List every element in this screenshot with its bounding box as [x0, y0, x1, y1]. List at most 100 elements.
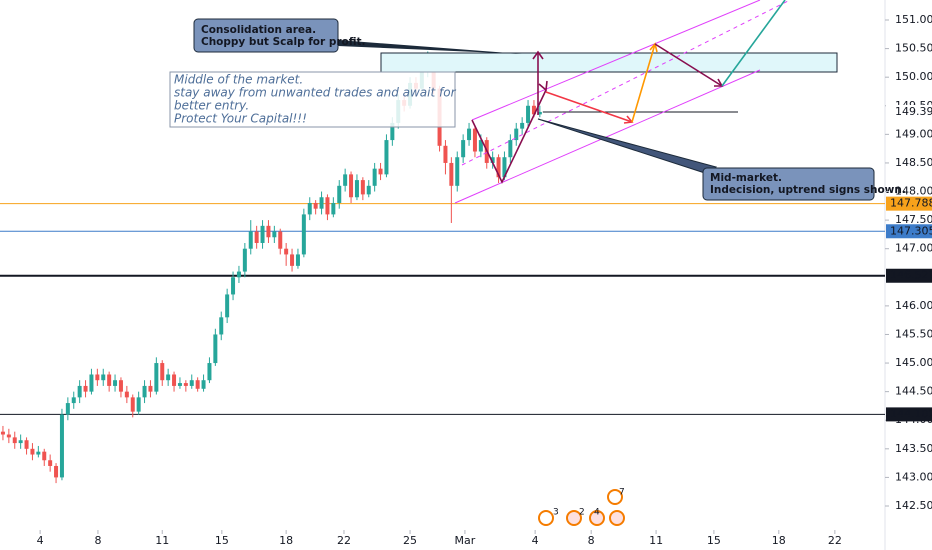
- candle-body: [301, 214, 306, 255]
- candle-body: [36, 451, 41, 455]
- candle-body: [166, 374, 171, 381]
- x-tick-label: 8: [588, 534, 595, 547]
- x-tick-label: 8: [94, 534, 101, 547]
- y-tick-label: 145.000: [895, 356, 932, 369]
- candle-body: [30, 448, 35, 455]
- candle-body: [502, 157, 507, 178]
- candle-body: [113, 380, 118, 386]
- candle-body: [531, 105, 536, 115]
- candle-body: [189, 380, 194, 386]
- candle-body: [526, 105, 531, 123]
- event-count: 3: [553, 508, 559, 518]
- candle-body: [160, 363, 165, 381]
- y-tick-label: 148.000: [895, 185, 932, 198]
- candle-body: [384, 140, 389, 175]
- x-tick-label: 18: [279, 534, 293, 547]
- candle-body: [349, 174, 354, 198]
- candle-body: [136, 397, 141, 412]
- candle-body: [124, 391, 129, 398]
- candle-body: [118, 380, 123, 392]
- price-label-box: [886, 407, 932, 422]
- candle-body: [201, 380, 206, 389]
- candle-body: [12, 437, 17, 444]
- candle-body: [260, 225, 265, 243]
- note-text: better entry.: [174, 99, 249, 113]
- candle-body: [231, 277, 236, 295]
- candle-body: [278, 231, 283, 249]
- candle-body: [59, 414, 64, 478]
- price-label: 147.788: [890, 197, 932, 210]
- x-tick-label: 15: [215, 534, 229, 547]
- arrow-head: [532, 50, 544, 60]
- candle-body: [372, 168, 377, 186]
- arrows: [471, 0, 786, 184]
- candle-body: [537, 111, 542, 115]
- candle-body: [290, 254, 295, 266]
- y-tick-label: 150.000: [895, 70, 932, 83]
- candle-body: [461, 140, 466, 158]
- candle-body: [366, 185, 371, 195]
- price-label: 147.305: [890, 224, 932, 237]
- events: 3 2 4 7: [538, 488, 625, 526]
- price-label-box: [886, 268, 932, 283]
- candle-body: [266, 225, 271, 238]
- candle-body: [83, 385, 88, 392]
- candle-body: [313, 202, 318, 209]
- event-icon: [538, 510, 554, 526]
- arrow: [631, 43, 656, 123]
- x-tick-label: 25: [403, 534, 417, 547]
- price-layer: [0, 51, 885, 484]
- x-tick-label: 11: [649, 534, 663, 547]
- candle-body: [254, 231, 259, 243]
- event-icon: [607, 489, 623, 505]
- price-label: 144.102: [890, 407, 932, 420]
- candle-body: [142, 385, 147, 398]
- callout-text: Consolidation area.: [201, 24, 316, 36]
- candle-body: [107, 374, 112, 386]
- callout-pointer: [338, 40, 522, 54]
- note-text: Middle of the market.: [174, 73, 303, 87]
- channel-upper: [471, 0, 761, 121]
- event-icon: [589, 510, 605, 526]
- candle-body: [360, 180, 365, 195]
- y-tick-label: 148.500: [895, 156, 932, 169]
- callout-box: [702, 167, 875, 201]
- candle-body: [284, 248, 289, 255]
- candle-body: [213, 334, 218, 364]
- callout-text: Choppy but Scalp for profit.: [201, 36, 366, 48]
- price-label: 146.527: [890, 269, 932, 282]
- candle-body: [343, 174, 348, 186]
- candle-body: [183, 383, 188, 386]
- y-tick-label: 143.500: [895, 442, 932, 455]
- candle-body: [295, 254, 300, 266]
- y-tick-label: 146.000: [895, 299, 932, 312]
- candle-body: [508, 140, 513, 158]
- x-tick-label: 18: [772, 534, 786, 547]
- candle-body: [520, 122, 525, 129]
- candle-body: [95, 374, 100, 381]
- candle-body: [248, 231, 253, 249]
- candle-body: [207, 363, 212, 381]
- candle-body: [71, 397, 76, 404]
- candle-body: [337, 185, 342, 203]
- candle-body: [390, 122, 395, 141]
- candle-body: [354, 180, 359, 198]
- candle-body: [319, 197, 324, 209]
- candle-body: [467, 128, 472, 141]
- callout-box: [193, 18, 339, 53]
- candle-body: [177, 383, 182, 386]
- candle-body: [148, 385, 153, 392]
- x-tick-label: 22: [828, 534, 842, 547]
- arrow: [654, 43, 723, 87]
- candle-body: [490, 157, 495, 163]
- candle-body: [6, 434, 11, 438]
- candle-body: [272, 231, 277, 238]
- candle-body: [77, 385, 82, 398]
- x-tick-label: 4: [37, 534, 44, 547]
- y-tick-label: 144.500: [895, 385, 932, 398]
- y-tick-label: 151.000: [895, 13, 932, 26]
- last-price-label: 149.392: [895, 105, 932, 118]
- candle-body: [154, 363, 159, 392]
- candle-body: [18, 440, 23, 444]
